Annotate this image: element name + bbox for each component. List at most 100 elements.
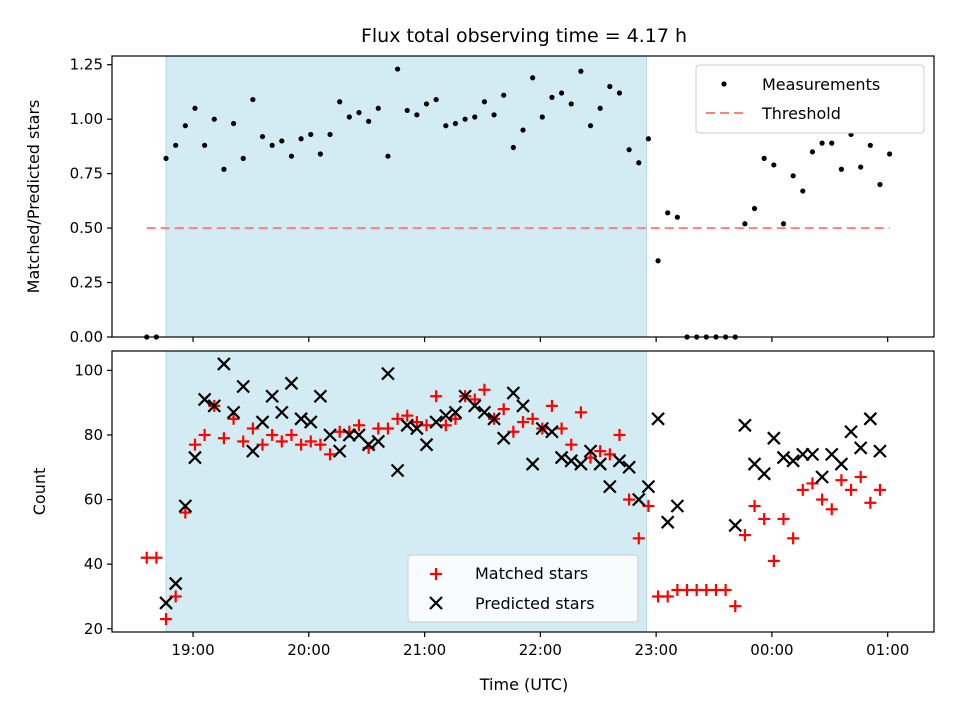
matched-stars-point	[854, 470, 867, 483]
predicted-stars-point	[535, 421, 550, 436]
measurement-point	[356, 110, 362, 116]
matched-stars-point	[295, 438, 308, 451]
predicted-stars-point	[400, 418, 415, 433]
measurement-point	[279, 138, 285, 144]
predicted-stars-point	[796, 447, 810, 462]
legend-measurements-marker	[721, 81, 727, 87]
matched-stars-point	[217, 432, 230, 445]
matched-stars-point	[729, 600, 742, 613]
measurement-point	[887, 151, 893, 157]
matched-stars-point	[314, 438, 327, 451]
matched-stars-point	[806, 477, 819, 490]
matched-stars-point	[352, 419, 365, 432]
top-y-axis-label: Matched/Predicted stars	[24, 100, 43, 294]
measurement-point	[240, 155, 246, 161]
predicted-stars-point	[660, 515, 675, 529]
measurement-point	[414, 112, 420, 118]
predicted-stars-point	[467, 399, 482, 413]
predicted-stars-point	[217, 357, 231, 371]
predicted-stars-point	[226, 405, 241, 420]
predicted-stars-point	[853, 441, 868, 455]
predicted-stars-point	[612, 454, 627, 468]
predicted-stars-point	[477, 405, 492, 420]
predicted-stars-point	[776, 450, 791, 465]
measurement-point	[616, 90, 623, 96]
measurement-point	[520, 127, 526, 133]
bottom-axes-frame	[111, 350, 935, 633]
measurement-point	[308, 131, 314, 138]
matched-stars-point	[825, 503, 838, 516]
matched-stars-point	[873, 483, 886, 496]
predicted-stars-point	[178, 499, 193, 513]
predicted-stars-point	[805, 447, 820, 462]
matched-stars-point	[584, 451, 597, 464]
measurement-point	[327, 131, 333, 138]
top-chart-title: Flux total observing time = 4.17 h	[361, 25, 687, 47]
matched-stars-point	[275, 435, 288, 448]
predicted-stars-point	[342, 428, 357, 442]
top-shaded-observing-window	[165, 55, 647, 338]
legend-matched-marker	[430, 568, 442, 580]
matched-stars-point	[816, 493, 829, 506]
matched-stars-point	[188, 438, 201, 451]
predicted-stars-point	[236, 379, 250, 394]
matched-stars-point	[777, 512, 790, 525]
matched-stars-point	[478, 383, 491, 396]
predicted-stars-point	[381, 366, 395, 381]
predicted-stars-point	[168, 576, 183, 591]
top-x-axis	[192, 337, 889, 342]
measurement-point	[530, 75, 536, 81]
bottom-y-axis-label: Count	[30, 468, 49, 516]
measurement-point	[317, 151, 323, 157]
y-tick-label: 1.00	[70, 110, 103, 128]
matched-stars-point	[594, 445, 607, 458]
predicted-stars-point	[583, 444, 598, 458]
matched-stars-point	[642, 500, 655, 513]
measurement-point	[346, 114, 352, 120]
measurement-point	[877, 181, 883, 188]
y-tick-label: 0.50	[70, 219, 103, 237]
measurement-point	[665, 210, 671, 216]
matched-stars-point	[517, 416, 529, 429]
x-tick-label: 00:00	[750, 641, 793, 659]
bottom-legend-box	[407, 554, 639, 623]
predicted-stars-point	[554, 450, 569, 465]
measurement-point	[539, 114, 545, 120]
predicted-stars-point	[641, 479, 656, 494]
measurement-point	[288, 153, 295, 159]
matched-stars-point	[169, 590, 182, 603]
predicted-stars-point	[815, 470, 829, 484]
measurement-point	[298, 136, 304, 142]
predicted-stars-point	[670, 499, 685, 513]
measurement-point	[385, 153, 391, 159]
top-legend: Measurements Threshold	[695, 64, 925, 134]
predicted-stars-point	[188, 450, 202, 465]
measurement-point	[510, 144, 516, 151]
predicted-stars-point	[786, 454, 800, 468]
matched-stars-point	[198, 428, 211, 441]
predicted-stars-point	[303, 415, 318, 429]
measurement-point	[182, 123, 188, 129]
matched-stars-point	[623, 493, 636, 506]
matched-stars-point	[391, 412, 404, 425]
y-tick-label: 40	[84, 555, 103, 573]
measurement-point	[472, 114, 478, 120]
measurement-point	[375, 105, 381, 111]
matched-stars-point	[545, 399, 558, 412]
predicted-stars-point	[159, 596, 173, 610]
bottom-x-axis: 19:00 20:00 21:00 22:00 23:00 00:00 01:00	[171, 632, 909, 659]
measurement-point	[192, 105, 198, 111]
matched-stars-point	[160, 613, 173, 626]
matched-stars-point	[227, 412, 240, 425]
y-tick-label: 80	[84, 426, 103, 444]
measurement-point	[771, 162, 777, 168]
measurement-point	[742, 221, 748, 227]
matched-stars-point	[767, 554, 780, 567]
measurement-point	[819, 140, 825, 146]
predicted-stars-point	[313, 389, 328, 403]
y-tick-label: 20	[84, 620, 103, 638]
measurement-point	[501, 92, 507, 98]
matched-stars-point	[150, 551, 163, 564]
matched-stars-point	[266, 428, 279, 441]
